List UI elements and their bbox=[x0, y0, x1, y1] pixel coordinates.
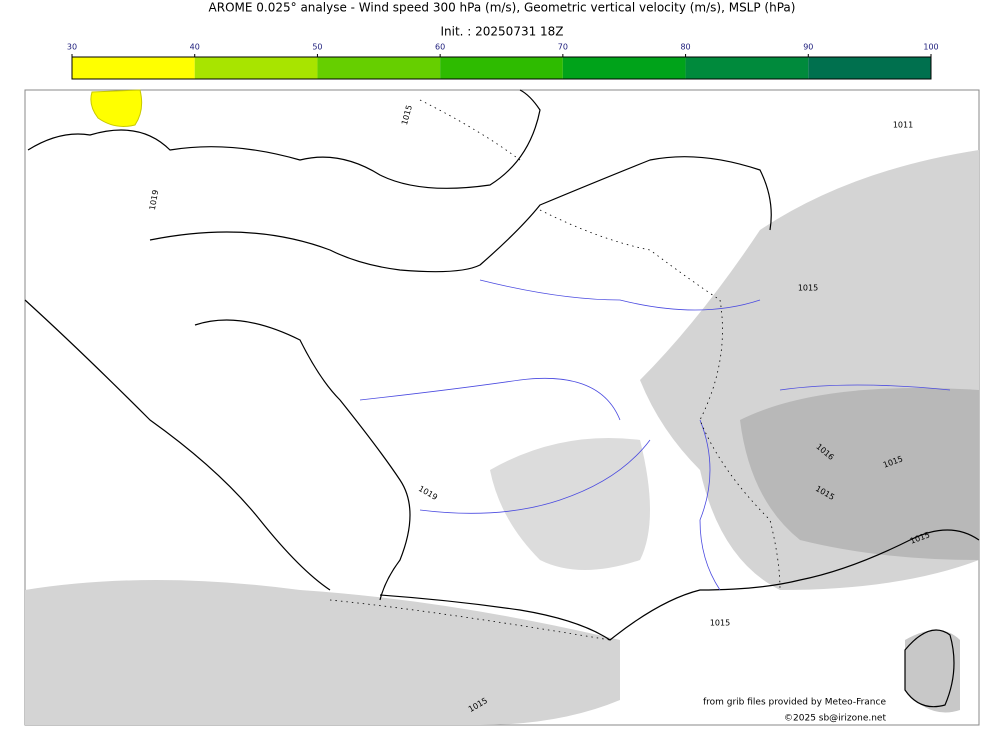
colorbar-segment bbox=[72, 57, 195, 79]
colorbar-tick-label: 30 bbox=[67, 43, 77, 52]
isobar-label: 1015 bbox=[710, 619, 730, 628]
coastlines bbox=[24, 89, 980, 708]
borders bbox=[329, 99, 781, 641]
rivers bbox=[359, 279, 951, 591]
colorbar-segment bbox=[562, 57, 686, 79]
shading-pyrenees bbox=[25, 580, 620, 725]
colorbar-segment bbox=[685, 57, 809, 79]
shading-corsica bbox=[905, 630, 960, 713]
shading-alps-core bbox=[740, 388, 979, 560]
colorbar-segment bbox=[440, 57, 563, 79]
credit-source: from grib files provided by Meteo-France bbox=[703, 698, 886, 708]
colorbar-tick-label: 90 bbox=[803, 43, 813, 52]
shading-massif bbox=[490, 438, 650, 570]
isobar-label: 1015 bbox=[798, 284, 818, 293]
colorbar-segment bbox=[808, 57, 931, 79]
credit-author: ©2025 sb@irizone.net bbox=[784, 714, 886, 724]
title: AROME 0.025° analyse - Wind speed 300 hP… bbox=[209, 1, 796, 15]
colorbar: 30 40 50 60 70 80 90 100 bbox=[67, 43, 939, 80]
colorbar-tick-label: 40 bbox=[190, 43, 200, 52]
colorbar-segment bbox=[194, 57, 318, 79]
colorbar-tick-label: 70 bbox=[558, 43, 568, 52]
colorbar-tick-label: 80 bbox=[680, 43, 690, 52]
isobar-label: 1019 bbox=[148, 189, 160, 211]
isobar-label: 1011 bbox=[893, 121, 913, 130]
colorbar-tick-label: 50 bbox=[312, 43, 322, 52]
jet-speed-area bbox=[90, 89, 143, 127]
colorbar-segment bbox=[317, 57, 441, 79]
init-time: Init. : 20250731 18Z bbox=[440, 25, 563, 39]
colorbar-tick-label: 60 bbox=[435, 43, 445, 52]
colorbar-outline bbox=[71, 56, 932, 80]
colorbar-tick-label: 100 bbox=[923, 43, 938, 52]
map: 1015101910111015101910151016101510151015… bbox=[24, 89, 980, 726]
